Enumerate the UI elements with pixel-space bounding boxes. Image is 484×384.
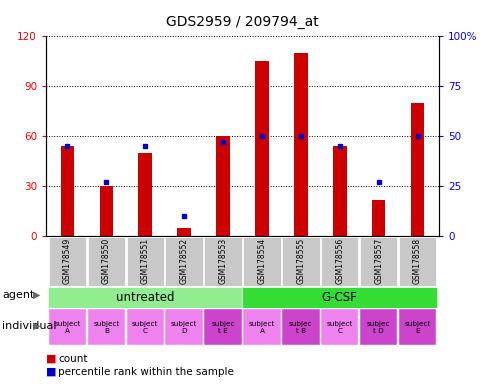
Bar [255, 61, 268, 236]
Text: GSM178555: GSM178555 [296, 238, 305, 284]
Text: count: count [58, 354, 88, 364]
Text: ■: ■ [46, 354, 57, 364]
Text: ▶: ▶ [33, 321, 40, 331]
Text: ■: ■ [46, 367, 57, 377]
Text: subject
A: subject A [248, 321, 274, 334]
Bar [243, 237, 280, 286]
Bar [99, 186, 113, 236]
Bar [138, 153, 152, 236]
Bar [242, 287, 436, 308]
Bar [49, 310, 86, 345]
Text: subject
D: subject D [171, 321, 197, 334]
Text: G-CSF: G-CSF [321, 291, 357, 304]
Bar [293, 53, 307, 236]
Text: subject
C: subject C [326, 321, 352, 334]
Bar [165, 237, 202, 286]
Bar [88, 237, 125, 286]
Text: subject
E: subject E [404, 321, 430, 334]
Bar [359, 310, 396, 345]
Bar [216, 136, 229, 236]
Text: GSM178551: GSM178551 [140, 238, 150, 284]
Bar [243, 310, 280, 345]
Text: ▶: ▶ [33, 290, 40, 300]
Text: GSM178549: GSM178549 [63, 238, 72, 284]
Bar [60, 146, 74, 236]
Text: subject
C: subject C [132, 321, 158, 334]
Text: GSM178552: GSM178552 [179, 238, 188, 284]
Bar [177, 228, 191, 236]
Bar [359, 237, 396, 286]
Text: subject
B: subject B [93, 321, 119, 334]
Bar [126, 310, 164, 345]
Text: subjec
t D: subjec t D [366, 321, 390, 334]
Text: GSM178554: GSM178554 [257, 238, 266, 284]
Bar [398, 310, 435, 345]
Bar [204, 310, 241, 345]
Text: GSM178556: GSM178556 [334, 238, 344, 284]
Bar [371, 200, 385, 236]
Bar [165, 310, 202, 345]
Text: subjec
t E: subjec t E [211, 321, 234, 334]
Text: subjec
t B: subjec t B [288, 321, 312, 334]
Bar [49, 237, 86, 286]
Text: subject
A: subject A [54, 321, 80, 334]
Bar [332, 146, 346, 236]
Text: GSM178550: GSM178550 [102, 238, 111, 284]
Text: GSM178558: GSM178558 [412, 238, 421, 284]
Text: GSM178553: GSM178553 [218, 238, 227, 284]
Text: percentile rank within the sample: percentile rank within the sample [58, 367, 234, 377]
Text: GSM178557: GSM178557 [373, 238, 382, 284]
Bar [320, 237, 358, 286]
Bar [88, 310, 125, 345]
Bar [204, 237, 241, 286]
Bar [410, 103, 424, 236]
Text: individual: individual [2, 321, 57, 331]
Bar [48, 287, 242, 308]
Bar [282, 310, 319, 345]
Text: untreated: untreated [116, 291, 174, 304]
Bar [398, 237, 435, 286]
Bar [282, 237, 319, 286]
Text: GDS2959 / 209794_at: GDS2959 / 209794_at [166, 15, 318, 29]
Text: agent: agent [2, 290, 35, 300]
Bar [320, 310, 358, 345]
Bar [126, 237, 164, 286]
